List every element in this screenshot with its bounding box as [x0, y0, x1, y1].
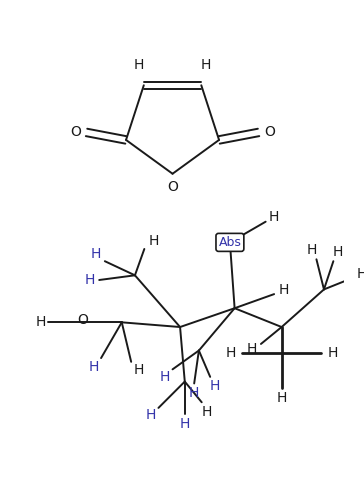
Text: H: H	[278, 283, 289, 297]
Text: H: H	[333, 245, 343, 259]
Text: O: O	[70, 125, 81, 140]
Text: H: H	[327, 346, 337, 360]
Text: H: H	[201, 58, 211, 72]
Text: H: H	[356, 267, 364, 281]
Text: H: H	[36, 315, 46, 330]
Text: H: H	[134, 58, 144, 72]
Text: H: H	[146, 409, 156, 422]
Text: Abs: Abs	[218, 236, 241, 249]
Text: O: O	[264, 125, 275, 140]
Text: H: H	[84, 273, 95, 287]
Text: H: H	[269, 210, 279, 224]
Text: H: H	[201, 405, 211, 418]
Text: H: H	[210, 379, 220, 393]
Text: H: H	[88, 359, 99, 374]
Text: H: H	[179, 417, 190, 431]
Text: H: H	[189, 386, 199, 400]
Text: H: H	[160, 370, 170, 384]
Text: H: H	[226, 346, 236, 360]
Text: H: H	[306, 243, 317, 257]
Text: H: H	[276, 391, 287, 405]
Text: H: H	[134, 363, 144, 377]
Text: H: H	[246, 341, 257, 356]
Text: H: H	[149, 235, 159, 248]
Text: O: O	[167, 180, 178, 194]
Text: O: O	[77, 314, 88, 328]
Text: H: H	[90, 247, 100, 260]
